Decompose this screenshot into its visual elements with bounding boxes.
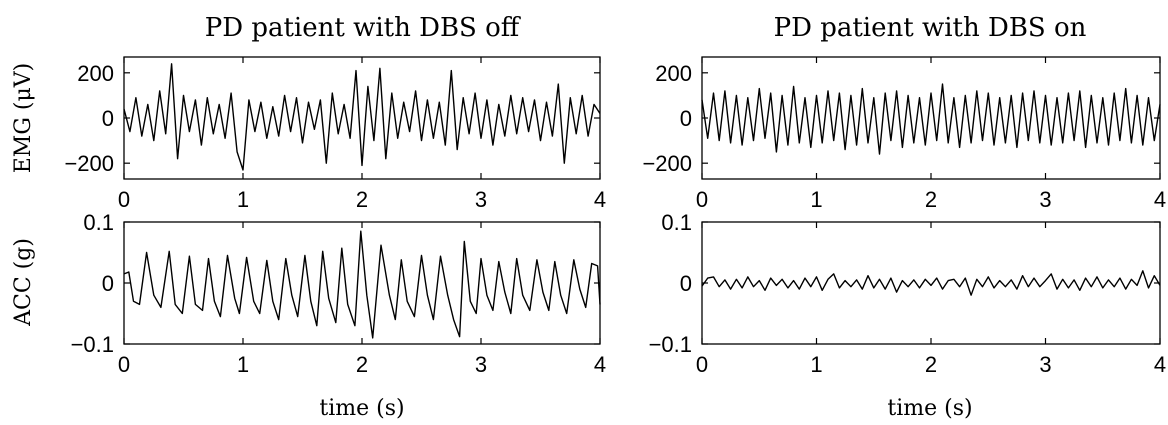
acc-dbs-on-x-tick-label: 2 — [925, 352, 937, 377]
acc-dbs-off-x-tick-label: 3 — [475, 352, 487, 377]
acc-dbs-off-trace-0 — [123, 230, 601, 339]
x-axis-label-left: time (s) — [319, 396, 404, 421]
emg-dbs-off-x-tick-label: 4 — [594, 187, 606, 212]
acc-dbs-off-y-tick-label: −0.1 — [71, 332, 114, 357]
acc-dbs-off-panel: 0 1 2 3 4−0.100.1 — [71, 210, 607, 377]
chart-title-dbs-off: PD patient with DBS off — [205, 13, 522, 43]
emg-dbs-off-trace-0 — [123, 63, 601, 171]
emg-dbs-on-y-tick-label: 200 — [655, 61, 692, 86]
y-axis-label-acc: ACC (g) — [11, 238, 36, 327]
acc-dbs-on-x-tick-label: 0 — [696, 352, 708, 377]
emg-dbs-off-x-tick-label: 0 — [118, 187, 130, 212]
acc-dbs-on-trace-0 — [701, 270, 1161, 296]
acc-dbs-on-y-tick-label: 0.1 — [661, 210, 692, 235]
emg-dbs-off-y-tick-label: 0 — [102, 106, 114, 131]
acc-dbs-on-y-tick-label: 0 — [680, 271, 692, 296]
acc-dbs-on-x-tick-label: 1 — [810, 352, 822, 377]
emg-dbs-on-x-tick-label: 4 — [1154, 187, 1166, 212]
emg-dbs-off-x-tick-label: 3 — [475, 187, 487, 212]
emg-dbs-off-x-tick-label: 2 — [356, 187, 368, 212]
emg-dbs-on-trace-0 — [701, 83, 1161, 155]
acc-dbs-on-y-tick-label: −0.1 — [649, 332, 692, 357]
acc-dbs-on-panel: 0 1 2 3 4−0.100.1 — [649, 210, 1167, 377]
emg-dbs-off-y-tick-label: 200 — [77, 61, 114, 86]
chart-title-dbs-on: PD patient with DBS on — [774, 13, 1087, 43]
acc-dbs-on-x-tick-label: 3 — [1039, 352, 1051, 377]
emg-dbs-on-x-tick-label: 1 — [810, 187, 822, 212]
emg-dbs-off-x-tick-label: 1 — [237, 187, 249, 212]
emg-dbs-off-y-tick-label: −200 — [64, 151, 114, 176]
emg-dbs-on-x-tick-label: 2 — [925, 187, 937, 212]
acc-dbs-on-axes-box — [701, 221, 1161, 345]
emg-dbs-on-axes-box — [701, 56, 1161, 180]
emg-dbs-on-x-tick-label: 3 — [1039, 187, 1051, 212]
emg-dbs-on-y-tick-label: 0 — [680, 106, 692, 131]
emg-dbs-on-x-tick-label: 0 — [696, 187, 708, 212]
acc-dbs-off-x-tick-label: 4 — [594, 352, 606, 377]
acc-dbs-off-x-tick-label: 2 — [356, 352, 368, 377]
acc-dbs-off-y-tick-label: 0.1 — [83, 210, 114, 235]
y-axis-label-emg: EMG (μV) — [11, 63, 36, 174]
acc-dbs-off-y-tick-label: 0 — [102, 271, 114, 296]
acc-dbs-off-x-tick-label: 0 — [118, 352, 130, 377]
emg-dbs-on-y-tick-label: −200 — [642, 151, 692, 176]
acc-dbs-off-x-tick-label: 1 — [237, 352, 249, 377]
x-axis-label-right: time (s) — [887, 396, 972, 421]
acc-dbs-on-x-tick-label: 4 — [1154, 352, 1166, 377]
